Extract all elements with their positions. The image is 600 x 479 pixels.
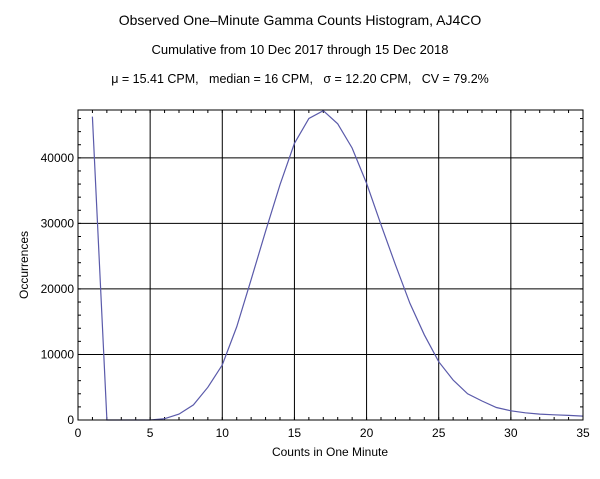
y-axis-label: Occurrences — [17, 231, 31, 299]
axis-ticks — [77, 110, 584, 421]
x-axis-label: Counts in One Minute — [272, 445, 388, 459]
y-tick-label: 10000 — [41, 347, 75, 361]
chart-stats: μ = 15.41 CPM, median = 16 CPM, σ = 12.2… — [111, 72, 489, 86]
x-tick-label: 20 — [360, 426, 374, 440]
tick-labels: 0 5 10 15 20 25 30 35 0 10000 20000 30000 40000 — [41, 151, 590, 440]
y-tick-label: 20000 — [41, 282, 75, 296]
x-tick-label: 5 — [147, 426, 154, 440]
grid-lines — [77, 110, 584, 421]
x-tick-label: 10 — [216, 426, 230, 440]
x-tick-label: 25 — [432, 426, 446, 440]
y-tick-label: 40000 — [41, 151, 75, 165]
y-tick-label: 30000 — [41, 216, 75, 230]
chart-subtitle: Cumulative from 10 Dec 2017 through 15 D… — [151, 42, 449, 57]
x-tick-label: 15 — [288, 426, 302, 440]
x-tick-label: 30 — [504, 426, 518, 440]
x-tick-label: 0 — [75, 426, 82, 440]
y-tick-label: 0 — [67, 413, 74, 427]
series-line — [91, 109, 584, 421]
plot-frame — [77, 109, 584, 421]
chart-title: Observed One–Minute Gamma Counts Histogr… — [118, 12, 482, 28]
x-tick-label: 35 — [576, 426, 590, 440]
